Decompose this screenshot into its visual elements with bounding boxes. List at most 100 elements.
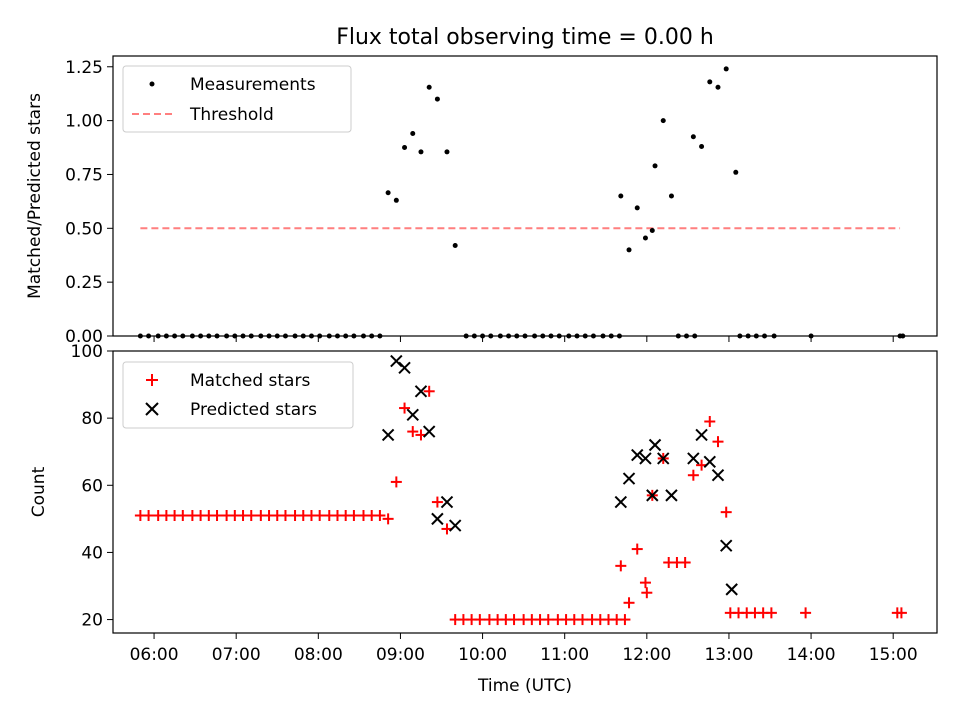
x-tick-label: 08:00 [294,645,343,665]
predicted-star-point [657,452,670,465]
legend-matched-marker [146,374,158,386]
x-tick-label: 14:00 [787,645,836,665]
measurement-point [715,84,721,90]
measurement-point [626,247,632,253]
bottom-y-tick-label: 40 [81,543,103,563]
measurement-point [652,163,658,169]
matched-star-point [382,513,394,525]
matched-star-point [639,577,651,589]
top-y-tick-label: 0.75 [65,165,103,185]
bottom-y-tick-label: 80 [81,409,103,429]
measurement-point [402,145,408,151]
measurement-point [690,134,696,140]
bottom-legend: Matched stars Predicted stars [122,361,354,429]
predicted-star-point [406,408,419,421]
measurement-point [707,79,713,85]
matched-star-point [431,496,443,508]
predicted-star-point [440,495,454,509]
matched-star-point [348,510,360,521]
legend-predicted-marker [145,402,159,416]
matched-star-point [765,607,777,619]
predicted-star-point [639,452,652,465]
predicted-star-point [703,455,716,468]
measurement-point [452,243,458,249]
matched-star-point [687,469,699,481]
matched-star-point [576,614,588,626]
measurement-point [385,190,391,196]
matched-star-point [631,543,643,555]
matched-star-point [679,557,691,568]
bottom-ticks: 06:00 07:00 08:00 09:00 10:00 11:00 12:00 13:00… [71,342,918,665]
predicted-star-point [665,489,678,502]
top-ticks: 0.00 0.25 0.50 0.75 1.00 1.25 [65,58,894,347]
measurement-point [634,205,640,211]
measurement-point [723,66,729,72]
matched-star-point [641,587,653,599]
measurement-point [434,96,440,102]
measurement-point [642,235,648,241]
bottom-panel: 06:00 07:00 08:00 09:00 10:00 11:00 12:00 13:00… [29,342,938,696]
matched-star-point [374,510,386,521]
x-tick-label: 09:00 [376,645,425,665]
legend-threshold-label: Threshold [189,105,274,125]
legend-measurements-label: Measurements [190,75,316,95]
x-tick-label: 11:00 [540,645,589,665]
predicted-star-point [695,428,708,442]
predicted-star-point [720,539,733,552]
legend-matched-label: Matched stars [190,371,310,391]
matched-star-point [712,436,724,448]
predicted-star-point [422,425,436,438]
measurement-point [444,149,450,155]
predicted-star-point [648,438,662,452]
top-y-tick-label: 0.00 [65,327,103,347]
predicted-star-point [646,489,659,502]
matched-star-point [245,510,257,521]
bottom-plot-area [134,354,907,626]
matched-star-point [314,510,326,521]
matched-star-point [474,614,486,626]
measurement-point [699,143,705,149]
matched-star-point [895,607,907,619]
bottom-legend-box [122,361,354,429]
matched-star-point [623,597,635,609]
matched-star-point [615,560,627,572]
bottom-y-tick-label: 100 [71,342,103,362]
measurement-point [618,193,624,199]
matched-star-point [407,426,419,438]
top-y-tick-label: 0.50 [65,219,103,239]
top-legend-box [122,65,352,133]
top-y-tick-label: 0.25 [65,273,103,293]
top-legend: Measurements Threshold [122,65,352,133]
chart-title: Flux total observing time = 0.00 h [336,25,714,50]
matched-star-point [720,506,732,518]
top-y-axis-label: Matched/Predicted stars [25,93,45,299]
matched-star-point [390,476,402,488]
predicted-star-point [725,583,738,596]
predicted-star-point [448,519,462,532]
x-tick-label: 07:00 [212,645,261,665]
measurement-point [733,169,739,175]
matched-star-point [177,510,189,521]
x-tick-label: 13:00 [704,645,753,665]
x-tick-label: 12:00 [622,645,671,665]
top-y-tick-label: 1.00 [65,112,103,132]
matched-star-point [800,607,812,619]
matched-star-point [704,416,716,427]
matched-star-point [508,614,520,626]
measurement-point [668,193,674,199]
bottom-y-tick-label: 20 [81,611,103,631]
x-tick-label: 06:00 [130,645,179,665]
measurement-point [660,118,666,124]
x-tick-label: 10:00 [458,645,507,665]
top-axes-frame [112,55,938,337]
measurement-point [426,84,432,90]
matched-star-point [279,510,291,521]
predicted-star-point [687,452,700,465]
predicted-star-point [711,469,725,482]
predicted-star-point [381,428,395,442]
predicted-star-point [398,361,411,374]
bottom-axes-frame [112,350,938,634]
x-axis-label: Time (UTC) [477,676,572,696]
legend-predicted-label: Predicted stars [190,400,317,420]
